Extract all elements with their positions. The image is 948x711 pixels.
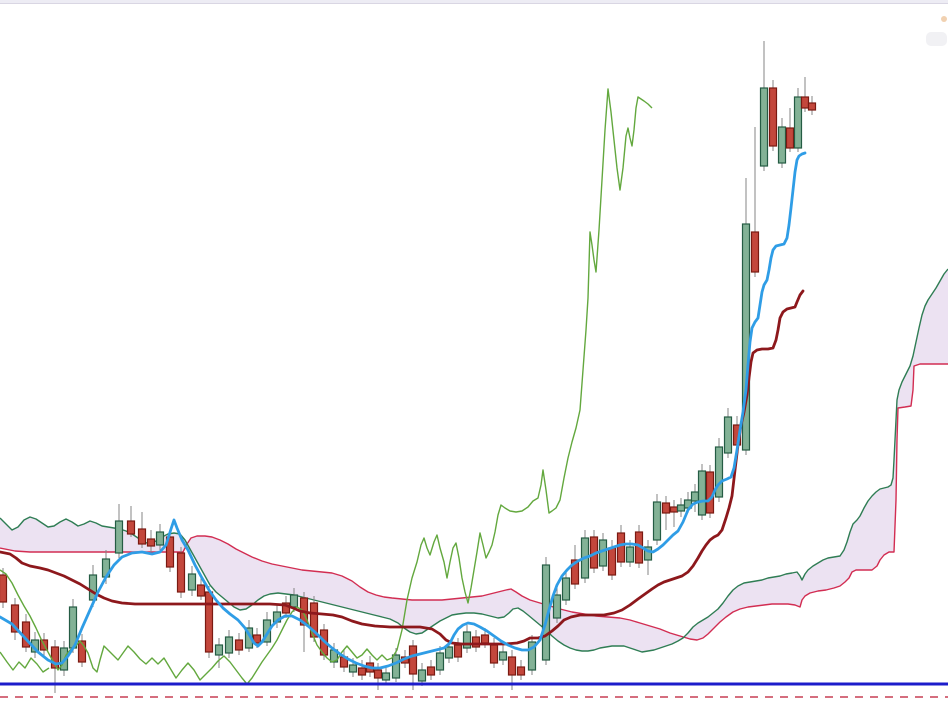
- candle-down: [176, 552, 186, 593]
- candle-down: [669, 506, 679, 513]
- candle-down: [10, 604, 20, 633]
- candle-up: [435, 652, 445, 671]
- candle-up: [417, 669, 427, 682]
- candle-down: [204, 591, 214, 653]
- candle-down: [661, 502, 671, 514]
- candle-down: [607, 547, 617, 576]
- candle-down: [373, 669, 383, 679]
- candle-down: [77, 640, 87, 663]
- candle-down: [408, 645, 418, 675]
- notification-dot-icon: [941, 16, 947, 22]
- candle-up: [561, 577, 571, 601]
- candle-up: [462, 631, 472, 649]
- candle-up: [676, 504, 686, 512]
- candle-down: [252, 634, 262, 644]
- candle-up: [381, 672, 391, 681]
- candle-down: [768, 87, 778, 147]
- candle-down: [137, 528, 147, 545]
- candle-down: [516, 666, 526, 676]
- candle-up: [348, 664, 358, 673]
- candle-up: [759, 87, 769, 167]
- chikou-span-line: [0, 88, 653, 685]
- candle-up: [598, 539, 608, 567]
- candle-down: [357, 667, 367, 676]
- candle-up: [498, 651, 508, 661]
- tenkan-sen-line: [0, 151, 807, 670]
- candle-down: [800, 96, 810, 109]
- candle-up: [690, 491, 700, 502]
- candle-up: [777, 126, 787, 164]
- candle-down: [426, 666, 436, 676]
- candle-down: [165, 536, 175, 568]
- top-toolbar-strip: [0, 0, 948, 4]
- candle-down: [750, 231, 760, 273]
- candle-up: [625, 546, 635, 563]
- candle-up: [723, 416, 733, 454]
- price-chart[interactable]: [0, 5, 948, 711]
- candle-down: [471, 636, 481, 648]
- candle-up: [391, 654, 401, 679]
- candle-up: [643, 546, 653, 561]
- candle-down: [453, 644, 463, 658]
- candle-down: [507, 656, 517, 676]
- candle-down: [480, 634, 490, 644]
- candle-up: [187, 573, 197, 591]
- kijun-sen-line: [0, 289, 805, 646]
- candle-down: [234, 639, 244, 651]
- ichimoku-cloud: [0, 269, 948, 652]
- senkou-span-b-line: [0, 268, 948, 653]
- candle-up: [214, 644, 224, 656]
- candle-up: [114, 520, 124, 554]
- candle-up: [697, 470, 707, 516]
- candle-up: [527, 641, 537, 671]
- candle-down: [196, 584, 206, 597]
- chikou-left-segment-line: [0, 651, 50, 673]
- candle-up: [289, 594, 299, 608]
- candle-up: [652, 501, 662, 541]
- candle-down: [616, 532, 626, 563]
- candle-down: [126, 520, 136, 535]
- candle-up: [444, 646, 454, 659]
- candle-down: [570, 559, 580, 585]
- candle-up: [552, 594, 562, 619]
- scrollbar-thumb[interactable]: [926, 32, 947, 46]
- candle-down: [489, 644, 499, 664]
- candle-down: [807, 102, 817, 111]
- candle-down: [785, 127, 795, 149]
- candle-down: [0, 574, 8, 603]
- candle-up: [224, 636, 234, 654]
- candle-down: [146, 538, 156, 547]
- candle-up: [793, 96, 803, 149]
- candle-up: [714, 446, 724, 498]
- candle-up: [155, 531, 165, 546]
